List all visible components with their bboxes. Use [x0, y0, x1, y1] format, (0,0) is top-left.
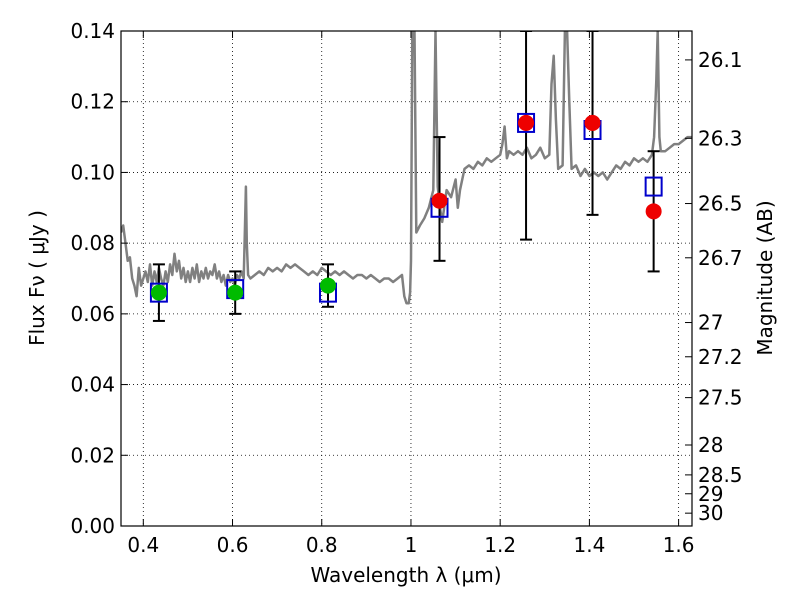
- observed-point-red: [518, 114, 535, 131]
- right-tick-label: 29: [698, 482, 723, 506]
- right-tick-label: 28.5: [698, 463, 743, 487]
- right-tick-label: 27.2: [698, 345, 743, 369]
- y-tick-label: 0.00: [70, 514, 115, 538]
- y-tick-label: 0.10: [70, 160, 115, 184]
- x-tick-label: 0.6: [217, 533, 249, 557]
- y-tick-label: 0.06: [70, 302, 115, 326]
- x-tick-label: 1: [405, 533, 418, 557]
- model-spectrum-layer: [121, 31, 692, 305]
- x-axis-label: Wavelength λ (μm): [310, 563, 501, 587]
- right-tick-label: 27: [698, 311, 723, 335]
- y-tick-label: 0.04: [70, 373, 115, 397]
- axis-ticks: 0.4 0.6 0.8 1 1.2 1.4 1.6 0.00 0.02 0.04 0.06 0.08 0…: [70, 19, 742, 557]
- observed-point-green: [319, 277, 336, 294]
- x-tick-label: 1.4: [573, 533, 605, 557]
- observed-point-green: [227, 284, 244, 301]
- x-tick-label: 1.2: [484, 533, 516, 557]
- y-tick-label: 0.08: [70, 231, 115, 255]
- model-flux-square: [644, 176, 663, 197]
- observed-point-red: [431, 192, 448, 209]
- right-axis-label: Magnitude (AB): [753, 200, 777, 355]
- observed-point-green: [150, 284, 167, 301]
- y-tick-label: 0.12: [70, 90, 115, 114]
- data-markers-layer: [149, 31, 663, 322]
- right-tick-label: 26.3: [698, 126, 743, 150]
- x-tick-label: 0.8: [306, 533, 338, 557]
- plot-frame: [120, 30, 693, 527]
- y-axis-label: Flux Fν ( μJy ): [25, 210, 49, 346]
- observed-point-red: [645, 203, 662, 220]
- x-tick-label: 0.4: [127, 533, 159, 557]
- x-tick-label: 1.6: [663, 533, 695, 557]
- right-tick-label: 26.1: [698, 48, 743, 72]
- y-tick-label: 0.02: [70, 443, 115, 467]
- grid-lines: [121, 30, 692, 527]
- y-tick-label: 0.14: [70, 19, 115, 43]
- right-tick-label: 30: [698, 501, 723, 525]
- right-tick-label: 26.5: [698, 192, 743, 216]
- model-spectrum-line: [121, 31, 692, 305]
- right-tick-label: 26.7: [698, 246, 743, 270]
- right-tick-label: 28: [698, 433, 723, 457]
- right-tick-label: 27.5: [698, 386, 743, 410]
- observed-point-red: [584, 114, 601, 131]
